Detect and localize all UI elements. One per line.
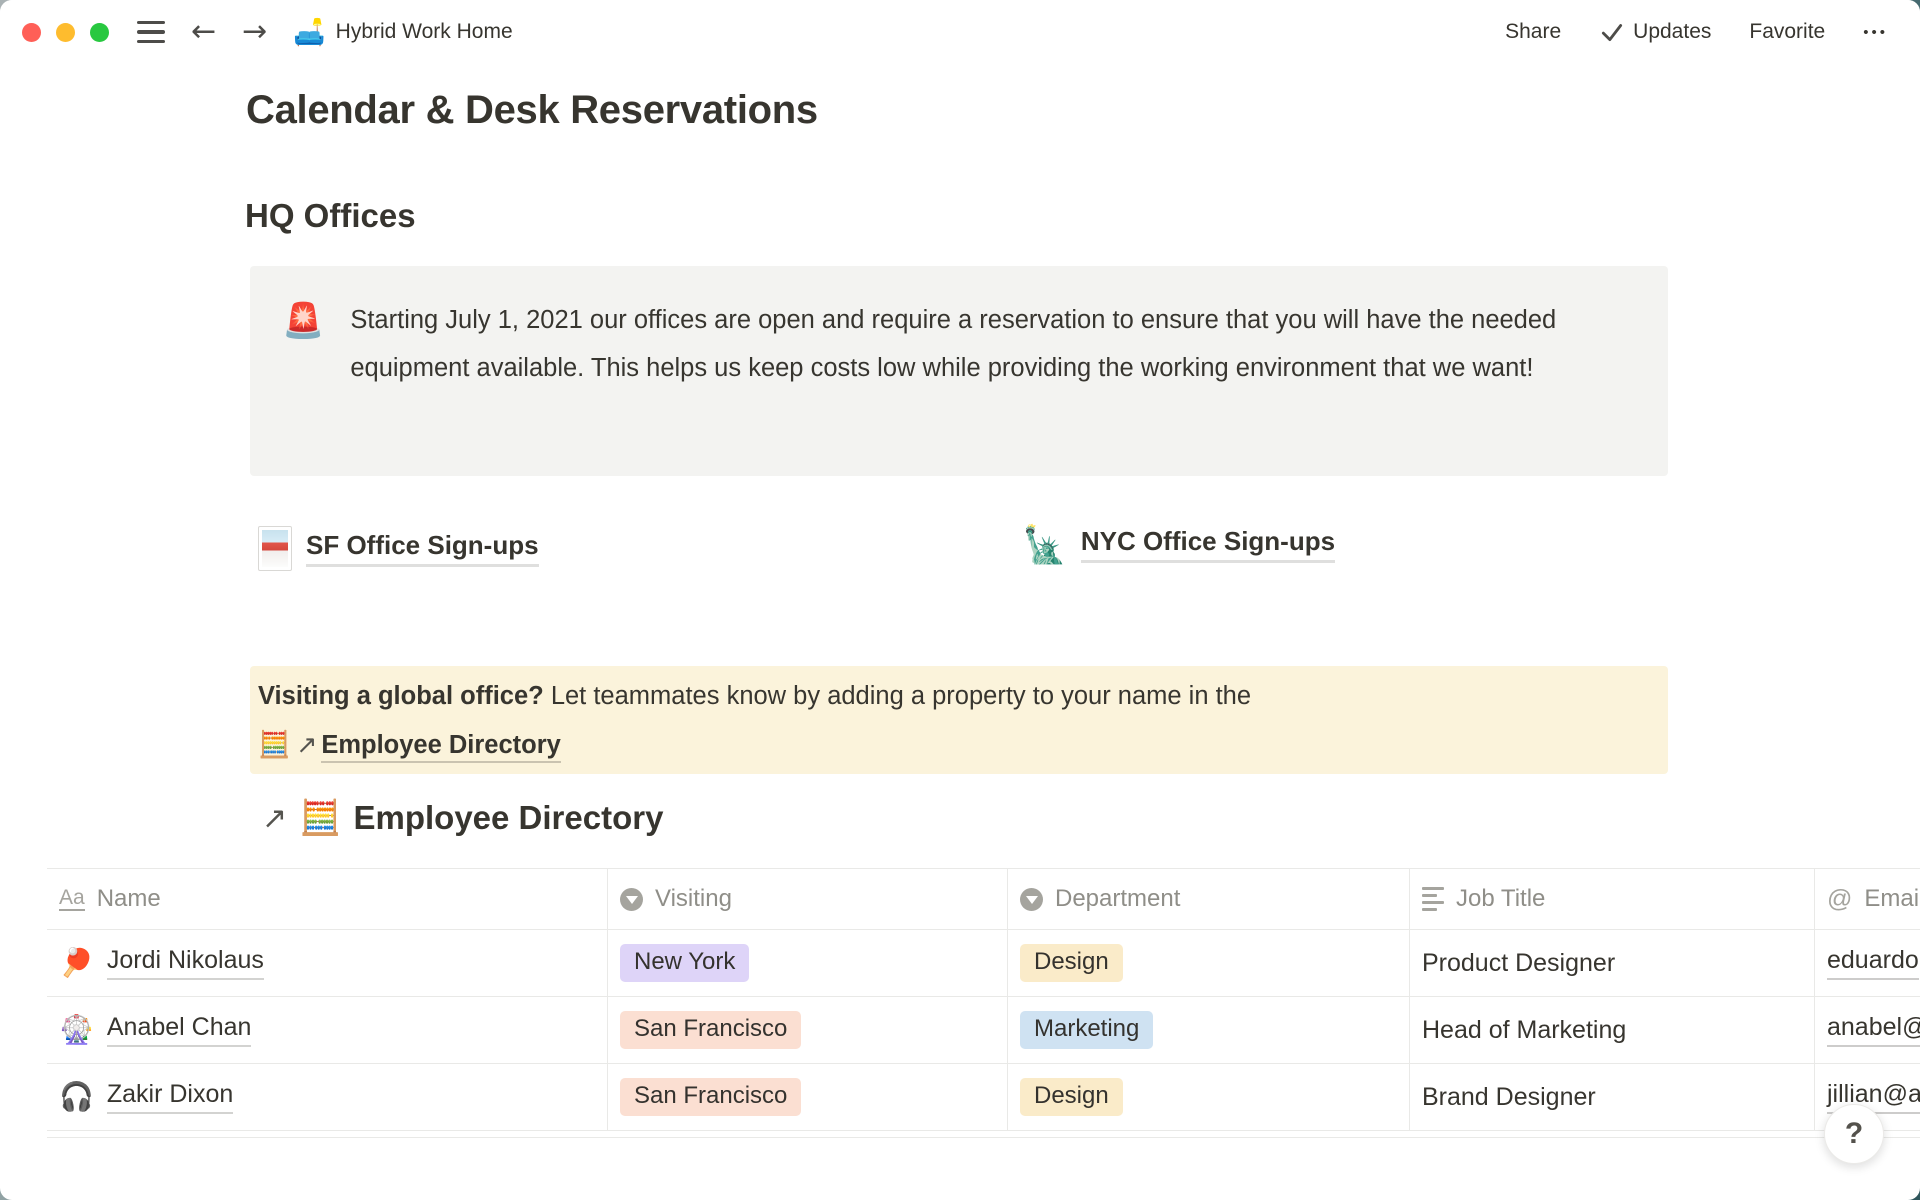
title-property-icon: Aa — [59, 886, 85, 912]
table-row: 🎧 Zakir Dixon San Francisco Design Brand… — [47, 1064, 1920, 1131]
favorite-button[interactable]: Favorite — [1749, 20, 1825, 44]
email-cell[interactable]: eduardo — [1815, 930, 1920, 996]
select-property-icon — [620, 887, 643, 911]
employee-name: Zakir Dixon — [106, 1080, 234, 1114]
sf-office-signups-link[interactable]: SF Office Sign-ups — [258, 526, 539, 571]
name-cell[interactable]: 🎧 Zakir Dixon — [47, 1064, 608, 1130]
column-label: Job Title — [1456, 885, 1546, 912]
name-cell[interactable]: 🎡 Anabel Chan — [47, 997, 608, 1063]
visiting-callout-bold: Visiting a global office? — [258, 682, 544, 710]
abacus-icon: 🧮 — [299, 799, 342, 837]
sf-office-signups-label: SF Office Sign-ups — [306, 530, 539, 567]
visiting-tag: New York — [620, 944, 750, 982]
table-row: 🎡 Anabel Chan San Francisco Marketing He… — [47, 997, 1920, 1064]
job-title-cell[interactable]: Head of Marketing — [1410, 997, 1815, 1063]
visiting-tag: San Francisco — [620, 1078, 802, 1116]
back-button[interactable]: ← — [191, 14, 217, 49]
column-label: Name — [96, 885, 161, 912]
table-row: 🏓 Jordi Nikolaus New York Design Product… — [47, 930, 1920, 997]
more-icon: ••• — [1863, 23, 1888, 41]
office-notice-text: Starting July 1, 2021 our offices are op… — [350, 306, 1557, 382]
column-header-name[interactable]: Aa Name — [47, 869, 608, 929]
column-header-job-title[interactable]: Job Title — [1410, 869, 1815, 929]
forward-button[interactable]: → — [242, 14, 268, 49]
help-button[interactable]: ? — [1824, 1104, 1884, 1164]
visiting-cell[interactable]: New York — [608, 930, 1008, 996]
office-notice-callout: 🚨 Starting July 1, 2021 our offices are … — [250, 266, 1668, 476]
check-icon — [1602, 24, 1623, 41]
siren-icon: 🚨 — [282, 302, 325, 340]
visiting-tag: San Francisco — [620, 1011, 802, 1049]
select-property-icon — [1020, 887, 1043, 911]
email-value: eduardo — [1827, 946, 1919, 980]
column-label: Visiting — [655, 885, 732, 912]
nyc-office-signups-link[interactable]: 🗽 NYC Office Sign-ups — [1022, 523, 1336, 565]
share-button[interactable]: Share — [1505, 20, 1561, 44]
favorite-label: Favorite — [1749, 20, 1826, 43]
department-cell[interactable]: Design — [1008, 930, 1410, 996]
ping-pong-icon: 🏓 — [59, 947, 94, 978]
email-value: anabel@ — [1827, 1013, 1920, 1047]
column-label: Department — [1055, 885, 1181, 912]
visiting-cell[interactable]: San Francisco — [608, 1064, 1008, 1130]
job-title-value: Product Designer — [1422, 948, 1616, 977]
employee-name: Jordi Nikolaus — [106, 946, 264, 980]
job-title-value: Brand Designer — [1422, 1082, 1596, 1111]
department-cell[interactable]: Marketing — [1008, 997, 1410, 1063]
page-title: Calendar & Desk Reservations — [246, 88, 818, 132]
email-property-icon: @ — [1827, 884, 1853, 913]
visiting-global-office-callout: Visiting a global office? Let teammates … — [250, 666, 1668, 774]
zoom-button[interactable] — [90, 22, 109, 42]
visiting-callout-text: Let teammates know by adding a property … — [543, 682, 1252, 710]
nyc-office-signups-label: NYC Office Sign-ups — [1080, 526, 1336, 563]
traffic-lights — [22, 22, 109, 42]
page-icon: 🛋️ — [293, 17, 326, 47]
titlebar: ← → 🛋️ Hybrid Work Home Share Updates Fa… — [0, 0, 1920, 64]
sidebar-menu-icon[interactable] — [137, 20, 165, 44]
job-title-cell[interactable]: Brand Designer — [1410, 1064, 1815, 1130]
minimize-button[interactable] — [56, 22, 75, 42]
page-title-crumb: Hybrid Work Home — [335, 20, 513, 43]
statue-of-liberty-icon: 🗽 — [1022, 523, 1067, 565]
table-header-row: Aa Name Visiting Department Job Title — [47, 868, 1920, 930]
column-header-visiting[interactable]: Visiting — [608, 869, 1008, 929]
abacus-icon: 🧮 — [258, 729, 291, 759]
department-tag: Marketing — [1020, 1011, 1154, 1049]
name-cell[interactable]: 🏓 Jordi Nikolaus — [47, 930, 608, 996]
employee-directory-heading[interactable]: Employee Directory — [353, 799, 664, 836]
department-tag: Design — [1020, 944, 1123, 982]
department-cell[interactable]: Design — [1008, 1064, 1410, 1130]
ferris-wheel-icon: 🎡 — [59, 1014, 94, 1045]
updates-button[interactable]: Updates — [1599, 19, 1711, 45]
visiting-cell[interactable]: San Francisco — [608, 997, 1008, 1063]
employee-directory-inline-link[interactable]: 🧮 ↗ Employee Directory — [258, 729, 561, 763]
employee-directory-inline-label: Employee Directory — [321, 731, 561, 763]
north-east-arrow-icon: ↗ — [296, 731, 318, 759]
job-title-cell[interactable]: Product Designer — [1410, 930, 1815, 996]
close-button[interactable] — [22, 22, 41, 42]
linked-database-heading: ↗ 🧮 Employee Directory — [262, 798, 663, 838]
breadcrumb[interactable]: 🛋️ Hybrid Work Home — [293, 19, 512, 45]
question-mark-icon: ? — [1844, 1117, 1864, 1150]
email-cell[interactable]: anabel@ — [1815, 997, 1920, 1063]
updates-label: Updates — [1633, 20, 1712, 43]
table-bottom-divider — [47, 1137, 1920, 1138]
employee-directory-table: Aa Name Visiting Department Job Title — [0, 868, 1920, 1131]
sf-photo-icon — [258, 526, 292, 571]
text-property-icon — [1422, 886, 1444, 912]
column-label: Email — [1864, 885, 1920, 912]
share-label: Share — [1505, 20, 1562, 43]
department-tag: Design — [1020, 1078, 1123, 1116]
section-heading-hq-offices: HQ Offices — [245, 197, 416, 234]
more-options-button[interactable]: ••• — [1863, 24, 1888, 41]
titlebar-actions: Share Updates Favorite ••• — [1505, 19, 1888, 45]
employee-name: Anabel Chan — [106, 1013, 252, 1047]
headphones-icon: 🎧 — [59, 1081, 94, 1112]
column-header-department[interactable]: Department — [1008, 869, 1410, 929]
column-header-email[interactable]: @ Email — [1815, 869, 1920, 929]
job-title-value: Head of Marketing — [1422, 1015, 1627, 1044]
north-east-arrow-icon[interactable]: ↗ — [262, 801, 288, 835]
